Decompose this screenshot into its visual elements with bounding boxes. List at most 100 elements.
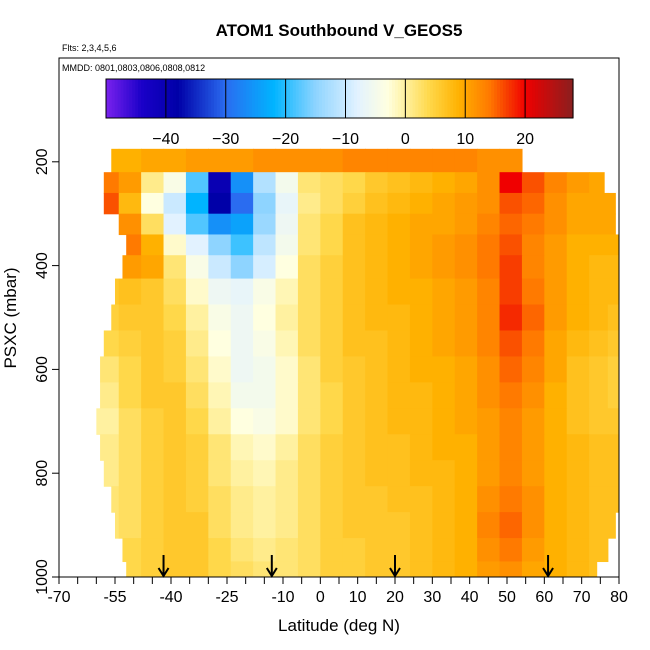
colorbar-segment [225,79,230,118]
field-cell [185,192,209,215]
field-cell [607,304,619,332]
field-cell [297,255,321,280]
field-cell [365,192,389,215]
field-cell [454,434,478,461]
field-cell [365,213,389,236]
field-cell [409,234,433,256]
field-cell [342,512,366,539]
field-cell [100,382,120,409]
field-cell [499,192,523,215]
field-cell [208,234,232,256]
field-cell [454,304,478,332]
field-cell [365,234,389,256]
field-cell [163,304,187,332]
colorbar-segment [561,79,565,118]
arrow-marker [157,555,170,578]
field-cell [499,382,523,409]
field-cell [454,192,478,215]
field-cell [454,561,478,577]
field-cell [544,234,568,256]
field-cell [163,234,187,256]
field-cell [185,172,209,194]
colorbar-segment [406,79,411,118]
colorbar-segment [333,79,338,118]
field-cell [103,460,120,487]
field-cell [141,434,165,461]
field-cell [185,512,209,539]
field-cell [544,434,568,461]
field-cell [208,192,232,215]
field-cell [589,330,609,358]
field-cell [230,561,254,577]
field-cell [387,192,411,215]
field-cell [163,356,187,383]
colorbar-segment [540,79,545,118]
colorbar-segment [462,79,466,118]
colorbar-segment [570,79,574,118]
field-cell [208,172,232,194]
field-cell [342,192,366,215]
field-cell [111,486,120,513]
field-cell [566,561,590,577]
field-cell [365,460,389,487]
field-cell [275,538,299,563]
field-cell [297,330,321,358]
field-cell [297,234,321,256]
field-cell [230,278,254,306]
colorbar-segment [537,79,542,118]
field-cell [566,460,590,487]
field-cell [275,330,299,358]
colorbar-segment [108,79,113,118]
field-cell [118,512,142,539]
field-cell [566,512,590,539]
field-cell [544,304,568,332]
field-cell [253,234,277,256]
field-cell [477,486,501,513]
y-tick-label: 600 [34,356,51,383]
colorbar-segment [456,79,460,118]
colorbar-segment [348,79,352,118]
field-cell [432,278,456,306]
colorbar-segment [231,79,236,118]
field-cell [297,192,321,215]
field-cell [477,213,501,236]
field-cell [409,278,433,306]
field-cell [297,278,321,306]
field-cell [342,278,366,306]
colorbar-segment [362,79,367,118]
colorbar-segment [465,79,469,118]
field-cell [454,213,478,236]
field-row [111,486,619,513]
field-cell [544,382,568,409]
colorbar-segment [377,79,381,118]
field-cell [387,172,411,194]
field-cell [454,148,478,173]
field-cell [163,192,187,215]
field-cell [544,330,568,358]
field-cell [320,460,344,487]
field-cell [454,538,478,563]
field-cell [118,356,142,383]
field-cell [208,538,232,563]
colorbar-segment [181,79,186,118]
colorbar-segment [196,79,200,118]
x-tick-label: 40 [461,589,479,606]
colorbar-segment [222,79,227,118]
colorbar-segment [415,79,419,118]
field-cell [342,408,366,435]
colorbar-segment [228,79,233,118]
colorbar-segment [354,79,358,118]
field-cell [185,330,209,358]
dates-note: MMDD: 0801,0803,0806,0808,0812 [62,63,205,73]
colorbar-segment [488,79,492,118]
colorbar-segment [117,79,122,118]
colorbar-segment [383,79,387,118]
field-cell [141,382,165,409]
colorbar-segment [257,79,262,118]
field-cell [275,148,299,173]
colorbar-segment [316,79,320,118]
chart-title: ATOM1 Southbound V_GEOS5 [216,21,463,40]
field-cell [230,382,254,409]
field-cell [126,561,142,577]
field-cell [432,213,456,236]
